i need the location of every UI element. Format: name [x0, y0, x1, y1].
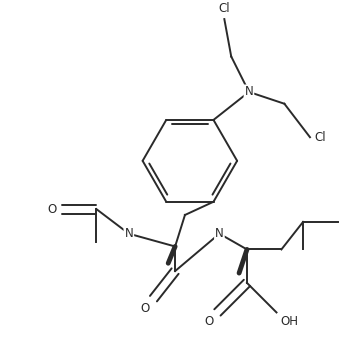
- Text: Cl: Cl: [218, 2, 230, 15]
- Text: N: N: [124, 227, 133, 240]
- Text: OH: OH: [280, 316, 298, 328]
- Text: O: O: [140, 302, 150, 314]
- Text: O: O: [204, 316, 214, 328]
- Text: N: N: [245, 85, 253, 98]
- Text: Cl: Cl: [314, 131, 325, 144]
- Text: O: O: [48, 203, 57, 216]
- Text: N: N: [215, 227, 224, 240]
